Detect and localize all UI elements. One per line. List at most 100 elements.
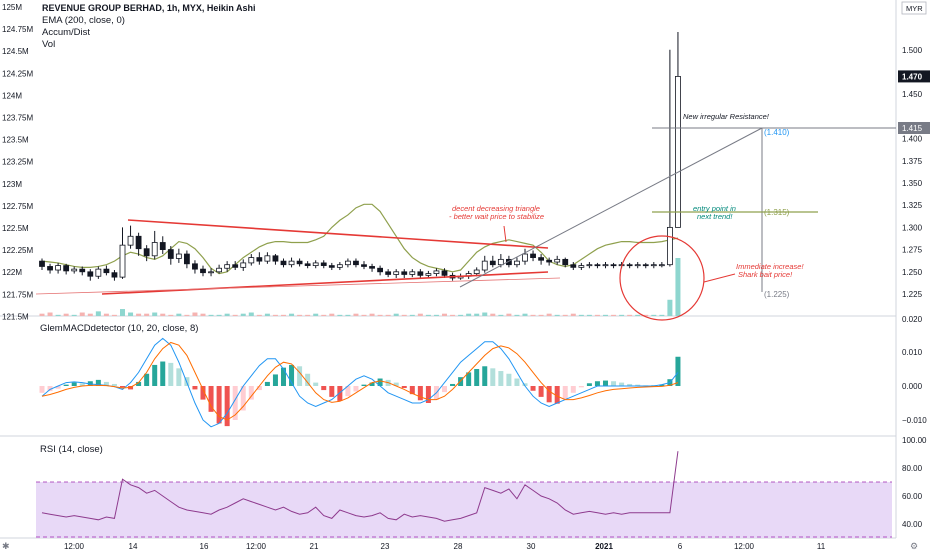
- candle-body: [361, 264, 367, 267]
- volume-bar: [522, 313, 528, 316]
- candle-body: [369, 266, 375, 269]
- volume-bar: [458, 314, 464, 316]
- macd-histogram-bar: [39, 386, 45, 393]
- macd-histogram-bar: [200, 386, 206, 400]
- drawing-tools: decent decreasing triangle- better wait …: [35, 112, 896, 321]
- timezone-icon: ✱: [2, 541, 10, 550]
- macd-histogram-bar: [256, 386, 262, 391]
- candle-body: [256, 257, 263, 262]
- volume-bar: [200, 313, 206, 316]
- macd-histogram-bar: [586, 383, 592, 386]
- macd-histogram-bar: [208, 386, 214, 412]
- candle-body: [522, 253, 528, 262]
- rsi-tick: 80.00: [902, 464, 923, 473]
- macd-histogram-bar: [289, 364, 295, 386]
- macd-histogram-bar: [635, 384, 641, 386]
- volume-bar: [506, 313, 512, 316]
- volume-bar: [482, 312, 488, 316]
- macd-histogram-bar: [71, 382, 77, 386]
- macd-histogram-bar: [619, 382, 625, 386]
- time-tick: 21: [310, 542, 319, 550]
- volume-bar: [337, 314, 343, 316]
- candle-body: [602, 264, 609, 267]
- macd-histogram-bar: [224, 386, 230, 427]
- volume-bar: [289, 313, 295, 316]
- volume-bar: [297, 314, 303, 316]
- candle-body: [151, 242, 158, 257]
- candle-body: [667, 226, 673, 266]
- macd-histogram-bar: [675, 356, 681, 386]
- volume-bar: [224, 313, 230, 316]
- macd-histogram-bar: [554, 386, 560, 404]
- macd-histogram-bar: [474, 369, 480, 386]
- rsi-panel-title[interactable]: RSI (14, close): [40, 444, 103, 455]
- candle-body: [385, 271, 392, 275]
- volume-bar: [417, 313, 423, 316]
- candle-body: [675, 76, 681, 228]
- macd-line: [41, 337, 679, 428]
- candle-body: [425, 273, 432, 276]
- macd-panel-title[interactable]: GlemMACDdetector (10, 20, close, 8): [40, 323, 199, 334]
- volume-legend[interactable]: Vol: [42, 39, 56, 50]
- accum-dist-legend[interactable]: Accum/Dist: [42, 27, 91, 38]
- volume-bar: [635, 314, 641, 316]
- volume-bar: [128, 312, 134, 316]
- macd-histogram-bar: [63, 384, 69, 386]
- heikin-ashi-candles: [39, 32, 681, 281]
- candle-body: [514, 260, 520, 266]
- entry-note-1: entry point in: [693, 204, 736, 213]
- price-tick: 1.250: [902, 268, 923, 277]
- macd-histogram-bar: [393, 382, 399, 386]
- volume-bar: [578, 314, 584, 316]
- candle-body: [473, 269, 480, 274]
- candle-body: [192, 263, 198, 270]
- candle-body: [562, 258, 569, 266]
- volume-bar: [619, 314, 625, 316]
- candle-body: [328, 265, 335, 268]
- volume-bar: [546, 313, 552, 316]
- volume-bar: [450, 314, 456, 316]
- candle-body: [159, 242, 166, 250]
- candle-body: [95, 268, 102, 277]
- volume-bar: [675, 258, 681, 316]
- currency-label: MYR: [906, 4, 923, 13]
- macd-histogram-bar: [611, 381, 617, 386]
- macd-histogram-bar: [482, 366, 488, 386]
- candle-body: [401, 271, 408, 275]
- macd-histogram-bar: [442, 386, 447, 393]
- price-tick: 1.400: [902, 135, 923, 144]
- time-tick: 30: [527, 542, 536, 550]
- candle-body: [586, 264, 593, 267]
- candle-body: [119, 244, 126, 278]
- candle-body: [481, 260, 488, 271]
- candle-body: [79, 268, 86, 273]
- volume-bar: [498, 314, 504, 316]
- candle-body: [280, 260, 287, 266]
- increase-note-arrow: [703, 273, 736, 283]
- volume-bar: [514, 314, 520, 316]
- left-axis-tick: 122.25M: [2, 246, 33, 255]
- left-axis-tick: 123M: [2, 180, 22, 189]
- candle-body: [39, 260, 45, 267]
- macd-histogram-bar: [401, 386, 407, 389]
- volume-bar: [603, 314, 608, 316]
- volume-bar: [264, 313, 270, 316]
- candle-body: [264, 255, 271, 262]
- candle-body: [634, 264, 641, 267]
- candle-body: [650, 264, 657, 267]
- resistance-price-label: 1.415: [902, 124, 923, 133]
- volume-bar: [47, 312, 53, 316]
- triangle-lower-line: [101, 271, 549, 295]
- left-axis-tick: 124M: [2, 91, 22, 100]
- ema-legend[interactable]: EMA (200, close, 0): [42, 15, 125, 26]
- triangle-note-arrow: [503, 225, 507, 243]
- candle-body: [312, 262, 319, 266]
- volume-bar: [466, 313, 472, 316]
- volume-bar: [611, 314, 617, 316]
- volume-bar: [111, 314, 117, 316]
- candle-body: [71, 268, 78, 272]
- volume-bar: [651, 314, 657, 316]
- volume-bar: [667, 299, 673, 316]
